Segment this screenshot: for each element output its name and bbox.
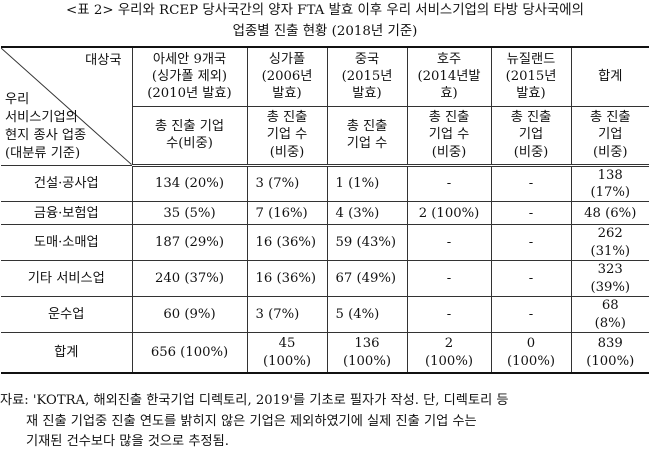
cell-total: 48 (6%) [570, 201, 649, 226]
cell-asean: 240 (37%) [131, 260, 248, 298]
header-total: 합계 [570, 46, 649, 107]
table-row: 건설·공사업 134 (20%) 3 (7%) 1 (1%) - - 138 (… [1, 164, 649, 203]
cell-australia: 2 (100%) [406, 201, 492, 226]
header-row-metrics: 총 진출 기업 수(비중) 총 진출 기업 수 (비중) 총 진출 기업 수 총… [1, 105, 649, 167]
cell-singapore: 3 (7%) [246, 296, 328, 334]
metric-total: 총 진출 기업 (비중) [570, 105, 649, 167]
source-line-3: 기재된 건수보다 많을 것으로 추정됨. [26, 434, 229, 449]
row-label: 건설·공사업 [1, 164, 133, 203]
cell-total: 323 (39%) [570, 260, 649, 298]
cell-china: 1 (1%) [326, 164, 408, 203]
cell-singapore: 16 (36%) [246, 224, 328, 262]
cell-asean: 35 (5%) [131, 201, 248, 226]
metric-new-zealand: 총 진출 기업 (비중) [490, 105, 572, 167]
header-asean: 아세안 9개국 (싱가폴 제외) (2010년 발효) [131, 46, 248, 107]
cell-total: 68 (8%) [570, 296, 649, 334]
cell-singapore: 45 (100%) [246, 332, 328, 374]
cell-new-zealand: - [490, 224, 572, 262]
cell-singapore: 3 (7%) [246, 164, 328, 203]
corner-label-country: 대상국 [85, 53, 122, 68]
metric-asean: 총 진출 기업 수(비중) [132, 105, 248, 167]
corner-header-cell: 대상국 우리 서비스기업의 현지 종사 업종 (대분류 기준) [1, 46, 133, 166]
cell-australia: - [406, 260, 492, 298]
row-label: 합계 [1, 332, 133, 374]
cell-new-zealand: - [490, 296, 572, 334]
cell-china: 136 (100%) [326, 332, 408, 374]
header-row-countries: 대상국 우리 서비스기업의 현지 종사 업종 (대분류 기준) 아세안 9개국 … [1, 46, 649, 166]
cell-new-zealand: - [490, 260, 572, 298]
cell-asean: 60 (9%) [131, 296, 248, 334]
cell-total: 839 (100%) [570, 332, 649, 374]
row-label: 기타 서비스업 [1, 260, 133, 298]
header-china: 중국 (2015년 발효) [326, 46, 408, 107]
table-row: 기타 서비스업 240 (37%) 16 (36%) 67 (49%) - - … [1, 260, 649, 298]
cell-total: 262 (31%) [570, 224, 649, 262]
corner-label-industry: 우리 서비스기업의 현지 종사 업종 (대분류 기준) [5, 92, 87, 161]
header-singapore: 싱가폴 (2006년 발효) [246, 46, 328, 107]
table-caption: <표 2> 우리와 RCEP 당사국간의 양자 FTA 발효 이후 우리 서비스… [0, 0, 650, 42]
metric-australia: 총 진출 기업 수 (비중) [406, 105, 492, 167]
metric-china: 총 진출 기업 수 [326, 105, 408, 167]
cell-china: 5 (4%) [326, 296, 408, 334]
table-row: 금융·보험업 35 (5%) 7 (16%) 4 (3%) 2 (100%) -… [1, 201, 649, 226]
row-label: 운수업 [1, 296, 133, 334]
cell-asean: 187 (29%) [131, 224, 248, 262]
cell-china: 4 (3%) [326, 201, 408, 226]
cell-asean: 134 (20%) [131, 164, 248, 203]
source-line-1: 자료: 'KOTRA, 해외진출 한국기업 디렉토리, 2019'를 기초로 필… [0, 393, 509, 408]
cell-china: 67 (49%) [326, 260, 408, 298]
source-line-2: 재 진출 기업중 진출 연도를 밝히지 않은 기업은 제외하였기에 실제 진출 … [26, 413, 477, 429]
diagonal-line [1, 48, 132, 165]
cell-singapore: 7 (16%) [246, 201, 328, 226]
cell-australia: - [406, 164, 492, 203]
cell-asean: 656 (100%) [131, 332, 248, 374]
fta-entry-table: 대상국 우리 서비스기업의 현지 종사 업종 (대분류 기준) 아세안 9개국 … [1, 46, 649, 374]
header-new-zealand: 뉴질랜드 (2015년 발효) [490, 46, 572, 107]
caption-line-1: <표 2> 우리와 RCEP 당사국간의 양자 FTA 발효 이후 우리 서비스… [66, 3, 584, 18]
table-row: 운수업 60 (9%) 3 (7%) 5 (4%) - - 68 (8%) [1, 296, 649, 334]
total-row: 합계 656 (100%) 45 (100%) 136 (100%) 2 (10… [1, 332, 649, 374]
source-note: 자료: 'KOTRA, 해외진출 한국기업 디렉토리, 2019'를 기초로 필… [0, 391, 650, 453]
row-label: 도매·소매업 [1, 224, 133, 262]
caption-line-2: 업종별 진출 현황 (2018년 기준) [232, 24, 418, 39]
row-label: 금융·보험업 [1, 201, 133, 226]
cell-new-zealand: - [490, 164, 572, 203]
metric-singapore: 총 진출 기업 수 (비중) [246, 105, 328, 167]
cell-australia: - [406, 224, 492, 262]
cell-new-zealand: 0 (100%) [490, 332, 572, 374]
cell-singapore: 16 (36%) [246, 260, 328, 298]
cell-australia: 2 (100%) [406, 332, 492, 374]
table-row: 도매·소매업 187 (29%) 16 (36%) 59 (43%) - - 2… [1, 224, 649, 262]
cell-total: 138 (17%) [570, 164, 649, 203]
cell-new-zealand: - [490, 201, 572, 226]
header-australia: 호주 (2014년발 효) [406, 46, 492, 107]
cell-australia: - [406, 296, 492, 334]
cell-china: 59 (43%) [326, 224, 408, 262]
